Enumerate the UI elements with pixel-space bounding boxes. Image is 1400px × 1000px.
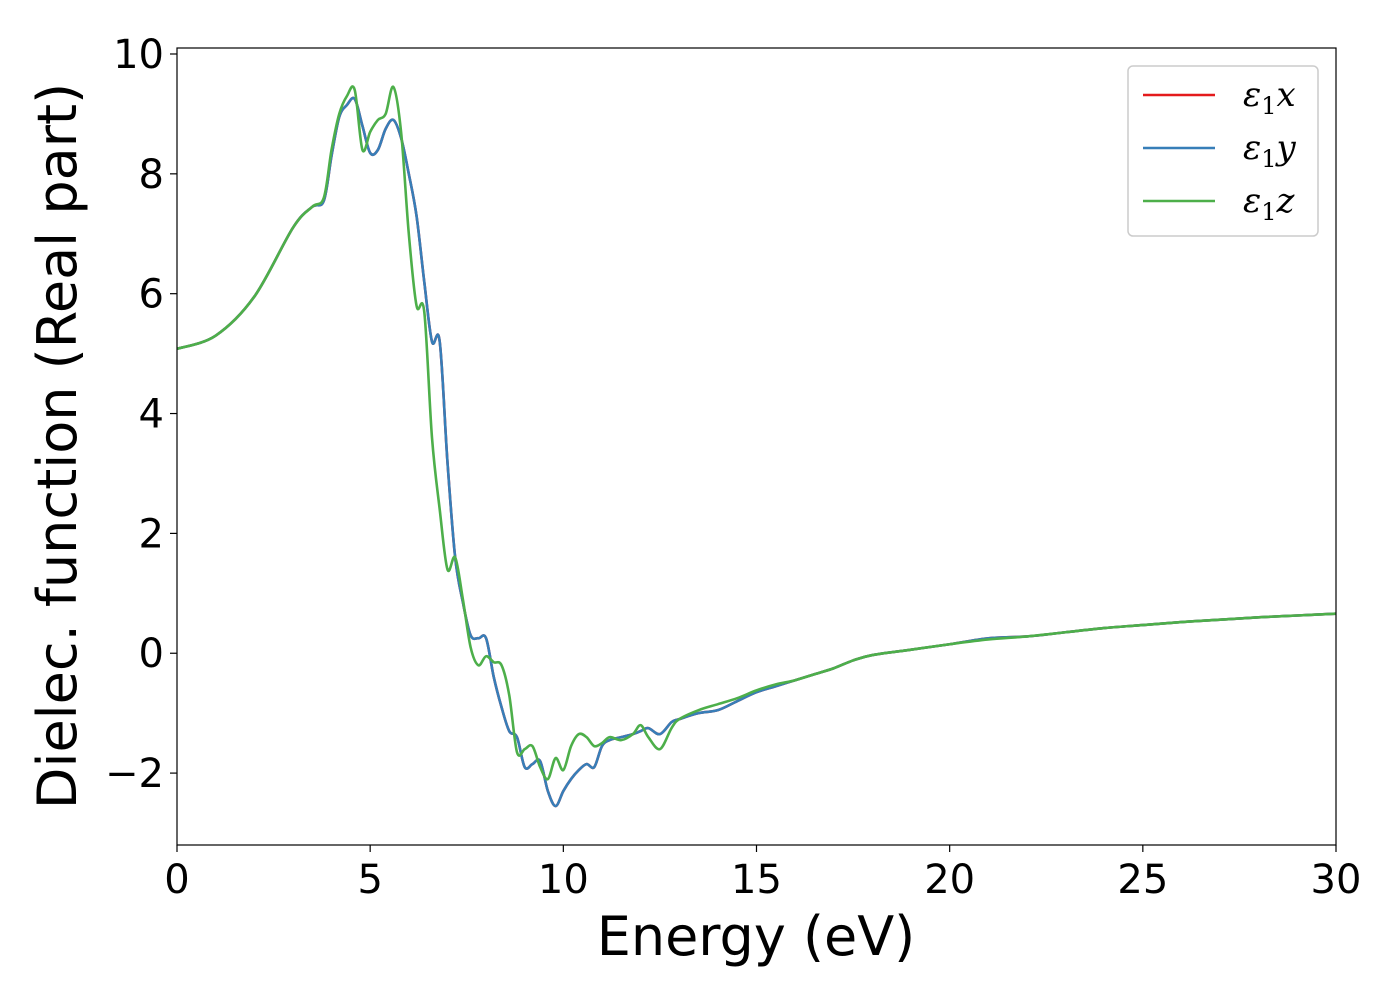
legend-frame bbox=[1127, 65, 1319, 237]
x-tick-label: 10 bbox=[538, 857, 589, 903]
legend: ε1x ε1y ε1z bbox=[1127, 65, 1319, 237]
legend-label-y: ε1y bbox=[1243, 128, 1297, 173]
y-tick-label: 2 bbox=[139, 511, 164, 557]
legend-label-x: ε1x bbox=[1243, 75, 1296, 120]
series-layer bbox=[177, 85, 1336, 808]
y-tick-label: 6 bbox=[139, 272, 164, 318]
x-tick-label: 5 bbox=[357, 857, 382, 903]
x-tick-label: 30 bbox=[1311, 857, 1362, 903]
y-tick-label: −2 bbox=[105, 751, 164, 797]
legend-label-z: ε1z bbox=[1243, 181, 1296, 226]
y-axis-label: Dielec. function (Real part) bbox=[26, 83, 89, 809]
y-tick-label: 4 bbox=[139, 392, 164, 438]
x-axis-label: Energy (eV) bbox=[597, 905, 916, 968]
series-line-z bbox=[177, 85, 1336, 781]
x-axis-ticks: 0 5 10 15 20 25 30 bbox=[164, 845, 1361, 903]
y-tick-label: 8 bbox=[139, 152, 164, 198]
x-tick-label: 25 bbox=[1117, 857, 1168, 903]
y-tick-label: 0 bbox=[139, 631, 164, 677]
x-tick-label: 15 bbox=[731, 857, 782, 903]
x-tick-label: 0 bbox=[164, 857, 189, 903]
y-tick-label: 10 bbox=[113, 32, 164, 78]
x-tick-label: 20 bbox=[924, 857, 975, 903]
y-axis-ticks: −2 0 2 4 6 8 10 bbox=[105, 32, 177, 797]
